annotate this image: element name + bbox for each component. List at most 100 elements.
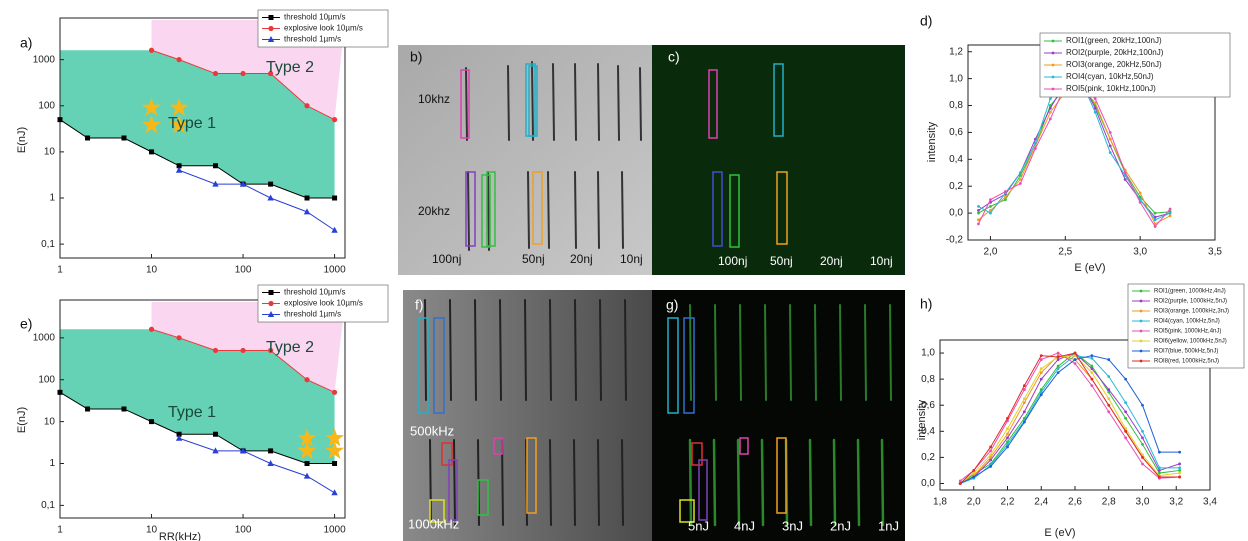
region-label: Type 2: [266, 59, 314, 76]
point: [989, 449, 993, 453]
point: [1022, 388, 1026, 391]
y-tick-label: 0,8: [949, 100, 963, 111]
plot-frame: [59, 299, 346, 519]
legend-label: ROI3(orange, 20kHz,50nJ): [1066, 60, 1162, 69]
point: [1056, 358, 1060, 361]
y-axis-label: intensity: [926, 121, 938, 162]
legend-label: ROI3(orange, 1000kHz,3nJ): [1154, 309, 1229, 315]
star-marker: [142, 115, 161, 134]
streak: [527, 171, 530, 249]
x-tick-label: 1: [57, 525, 63, 536]
roi-box: [712, 171, 723, 247]
point: [149, 419, 155, 425]
streak: [688, 438, 693, 527]
point: [1073, 351, 1077, 355]
streak: [621, 439, 624, 526]
legend-label: ROI5(pink, 1000kHz,4nJ): [1154, 329, 1221, 335]
x-tick-label: 2,0: [984, 247, 998, 258]
point: [212, 180, 219, 187]
point: [1033, 141, 1037, 145]
point: [989, 455, 993, 459]
roi-box: [691, 442, 703, 466]
image-label: 20nj: [820, 254, 843, 268]
region-fill: [151, 302, 345, 393]
point: [1006, 445, 1009, 449]
point: [267, 347, 274, 354]
point: [1139, 339, 1143, 343]
point: [175, 166, 183, 173]
point: [240, 347, 246, 354]
x-tick-label: 3,4: [1203, 497, 1217, 508]
roi-box: [679, 499, 695, 523]
legend-box: [1039, 32, 1231, 98]
point: [331, 226, 338, 233]
streak: [574, 63, 577, 141]
point: [1138, 200, 1142, 204]
point: [1022, 384, 1026, 388]
point: [1090, 371, 1094, 375]
region-label: Type 2: [266, 339, 314, 356]
point: [1157, 450, 1161, 454]
point: [148, 47, 155, 53]
streak: [864, 304, 867, 401]
point: [1018, 178, 1022, 181]
image-label: 20khz: [418, 204, 450, 218]
point: [1178, 450, 1182, 454]
point: [1141, 429, 1144, 433]
point: [212, 70, 219, 77]
y-tick-label: 0,4: [921, 426, 935, 437]
point: [1153, 211, 1157, 215]
y-tick-label: 0,4: [949, 154, 963, 165]
point: [1018, 171, 1022, 175]
point: [958, 479, 962, 483]
roi-box: [729, 174, 740, 248]
micrograph-c: [652, 45, 905, 275]
series-line: [960, 355, 1180, 484]
y-tick-label: 0,1: [41, 239, 55, 250]
point: [972, 469, 976, 472]
point: [1107, 410, 1111, 414]
image-label: 50nj: [770, 254, 793, 268]
x-tick-label: 3,5: [1208, 247, 1222, 258]
streak: [574, 299, 577, 401]
point: [240, 70, 246, 77]
series-line: [959, 352, 1180, 484]
region-fill: [60, 50, 335, 198]
point: [212, 347, 219, 354]
roi-box: [773, 63, 784, 137]
point: [1090, 384, 1094, 388]
point: [1107, 358, 1111, 361]
roi-box: [683, 317, 695, 414]
point: [1124, 416, 1128, 420]
x-tick-label: 100: [235, 525, 252, 536]
point: [958, 482, 962, 485]
point: [1022, 401, 1026, 405]
panel-label: b): [410, 49, 422, 65]
point: [1056, 351, 1060, 355]
point: [1139, 349, 1143, 353]
point: [989, 465, 993, 468]
point: [1039, 367, 1043, 371]
point: [1139, 329, 1143, 333]
panel-label: h): [920, 296, 932, 312]
point: [268, 300, 274, 307]
point: [1048, 110, 1052, 114]
streak: [714, 304, 717, 401]
point: [1039, 388, 1043, 391]
point: [1108, 144, 1112, 148]
roi-box: [465, 171, 476, 247]
image-label: 5nJ: [688, 518, 709, 533]
x-axis-label: E (eV): [1074, 262, 1105, 274]
streak: [574, 171, 577, 249]
image-label: 4nJ: [734, 518, 755, 533]
image-label: 20nj: [570, 252, 593, 266]
point: [1178, 466, 1182, 470]
point: [1022, 397, 1026, 401]
point: [176, 431, 182, 437]
streak: [507, 65, 510, 141]
point: [121, 406, 127, 412]
roi-box: [667, 317, 679, 414]
roi-box: [441, 442, 453, 466]
point: [268, 290, 274, 295]
point: [1157, 475, 1161, 479]
